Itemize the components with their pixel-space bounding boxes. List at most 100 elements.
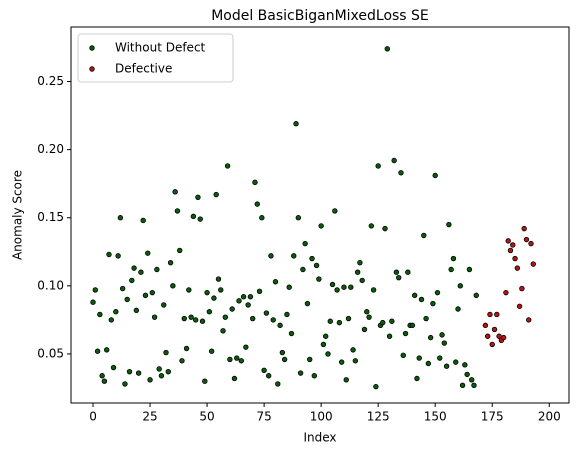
- point: [311, 373, 317, 379]
- chart-title: Model BasicBiganMixedLoss SE: [211, 8, 429, 24]
- point: [268, 253, 274, 259]
- point: [279, 349, 286, 356]
- point: [231, 375, 238, 382]
- point: [503, 289, 509, 296]
- point: [338, 359, 345, 365]
- point: [238, 358, 244, 364]
- point: [247, 294, 254, 300]
- point: [135, 370, 142, 376]
- point: [163, 349, 169, 356]
- point: [270, 317, 276, 323]
- point: [172, 189, 178, 195]
- point: [348, 284, 354, 290]
- point: [350, 347, 356, 353]
- point: [366, 314, 372, 320]
- point: [149, 289, 156, 296]
- point: [188, 314, 194, 320]
- point: [227, 356, 233, 363]
- point: [414, 375, 420, 382]
- point: [391, 157, 397, 164]
- point: [281, 356, 288, 363]
- point: [129, 277, 135, 284]
- point: [448, 266, 454, 273]
- x-tick-label: 200: [538, 410, 561, 424]
- point: [357, 259, 363, 266]
- point: [272, 279, 279, 285]
- point: [131, 265, 137, 271]
- point: [202, 378, 208, 384]
- point: [453, 359, 459, 365]
- point: [384, 46, 390, 52]
- point: [427, 334, 434, 341]
- point: [519, 285, 525, 292]
- point: [156, 366, 162, 372]
- point: [510, 242, 516, 248]
- point: [145, 250, 151, 256]
- point: [158, 373, 165, 379]
- point: [170, 283, 176, 289]
- point: [334, 287, 340, 293]
- point: [277, 322, 283, 329]
- point: [275, 381, 281, 387]
- x-tick-label: 100: [310, 410, 333, 424]
- point: [302, 240, 308, 247]
- legend-box: [77, 33, 234, 83]
- point: [473, 292, 479, 299]
- point: [104, 347, 110, 353]
- x-tick-label: 175: [481, 410, 504, 424]
- point: [236, 298, 242, 304]
- point: [418, 296, 425, 303]
- point: [373, 383, 379, 390]
- point: [304, 300, 311, 307]
- point: [332, 208, 338, 214]
- point: [505, 238, 511, 244]
- plot-frame: [70, 26, 570, 404]
- legend-label: Defective: [115, 62, 172, 76]
- point: [190, 213, 197, 220]
- point: [94, 348, 101, 354]
- legend-label: Without Defect: [115, 41, 206, 55]
- point: [229, 306, 235, 312]
- point: [457, 283, 463, 289]
- point: [402, 330, 409, 337]
- point: [464, 371, 470, 378]
- point: [224, 163, 231, 169]
- point: [307, 356, 313, 363]
- point: [459, 382, 466, 388]
- point: [437, 355, 443, 361]
- point: [336, 319, 343, 326]
- point: [108, 317, 114, 323]
- point: [489, 341, 495, 348]
- point: [516, 303, 523, 309]
- point: [183, 345, 190, 352]
- point: [245, 302, 251, 308]
- point: [206, 309, 213, 315]
- point: [446, 221, 452, 228]
- point: [405, 269, 411, 275]
- y-tick-label: 0.25: [37, 74, 64, 88]
- point: [195, 194, 201, 200]
- point: [204, 289, 210, 296]
- point: [396, 274, 402, 281]
- point: [106, 251, 112, 258]
- y-axis-label: Anomaly Score: [11, 170, 25, 260]
- point: [425, 360, 432, 367]
- point: [265, 373, 272, 379]
- point: [507, 247, 514, 254]
- point: [455, 306, 461, 312]
- point: [514, 265, 521, 271]
- point: [179, 358, 185, 364]
- point: [165, 368, 171, 375]
- y-tick-label: 0.05: [37, 346, 64, 360]
- point: [240, 294, 247, 300]
- point: [352, 358, 359, 364]
- point: [147, 377, 153, 383]
- x-tick-label: 75: [256, 410, 271, 424]
- point: [142, 292, 149, 299]
- point: [263, 310, 270, 316]
- point: [318, 223, 324, 229]
- point: [327, 318, 333, 324]
- point: [439, 332, 445, 338]
- point: [300, 266, 306, 273]
- point: [421, 232, 427, 239]
